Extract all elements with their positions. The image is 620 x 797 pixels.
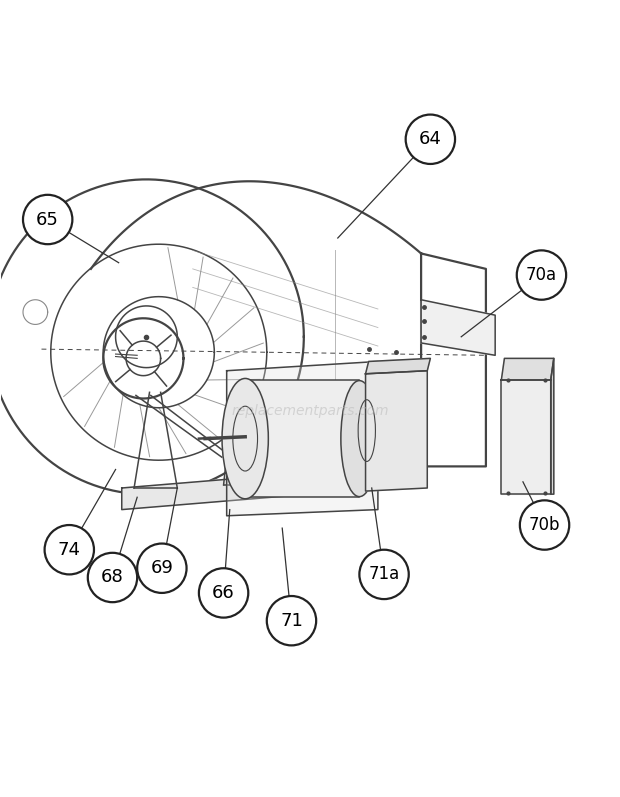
Circle shape <box>88 553 137 603</box>
Ellipse shape <box>222 379 268 499</box>
Circle shape <box>520 501 569 550</box>
Circle shape <box>199 568 248 618</box>
Ellipse shape <box>341 381 378 497</box>
Polygon shape <box>227 362 378 516</box>
Polygon shape <box>502 359 554 380</box>
Circle shape <box>137 544 187 593</box>
Circle shape <box>267 596 316 646</box>
Polygon shape <box>245 380 360 497</box>
Polygon shape <box>122 463 421 509</box>
Circle shape <box>405 115 455 164</box>
Text: 74: 74 <box>58 540 81 559</box>
Text: 68: 68 <box>101 568 124 587</box>
Polygon shape <box>502 380 551 494</box>
Polygon shape <box>421 300 495 355</box>
Text: 70a: 70a <box>526 266 557 284</box>
Circle shape <box>360 550 409 599</box>
Text: 70b: 70b <box>529 516 560 534</box>
Text: 64: 64 <box>419 130 442 148</box>
Text: replacementparts.com: replacementparts.com <box>231 404 389 418</box>
Text: 71: 71 <box>280 612 303 630</box>
Text: 71a: 71a <box>368 565 400 583</box>
Text: 65: 65 <box>36 210 59 229</box>
Text: 69: 69 <box>151 559 174 577</box>
Polygon shape <box>366 359 430 374</box>
Polygon shape <box>366 371 427 491</box>
Text: 66: 66 <box>212 584 235 602</box>
Circle shape <box>45 525 94 575</box>
Circle shape <box>516 250 566 300</box>
Circle shape <box>23 194 73 244</box>
Polygon shape <box>551 359 554 494</box>
